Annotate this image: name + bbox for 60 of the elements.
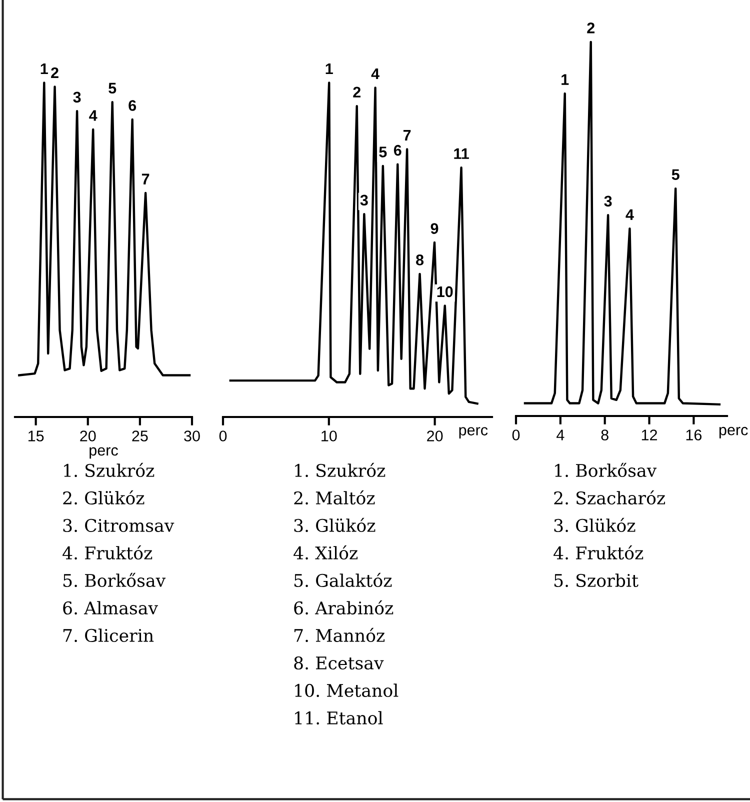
text: 5. Galaktóz (294, 572, 392, 588)
annotation: 5 (379, 146, 387, 158)
text: 4. Fruktóz (62, 545, 152, 560)
annotation: 3 (604, 196, 612, 207)
text: 3. Glükóz (294, 518, 376, 532)
text: 5. Borkősav (63, 572, 166, 588)
x-tick-label: 0 (219, 430, 227, 442)
annotation: 8 (416, 254, 424, 266)
x-axis-title: perc (459, 427, 488, 438)
x-tick-label: 25 (132, 430, 148, 442)
annotation: 3 (360, 194, 368, 206)
text: 1. Szukróz (64, 462, 154, 478)
x-tick-label: 15 (28, 430, 44, 442)
text: 5. Szorbit (554, 574, 638, 588)
text: 7. Mannóz (294, 628, 385, 642)
annotation: 4 (371, 68, 380, 80)
text: 6. Arabinóz (294, 600, 394, 615)
annotation: 5 (108, 82, 116, 94)
text: 4. Fruktóz (554, 545, 644, 560)
annotation: 5 (672, 169, 680, 180)
text: 7. Glicerin (63, 628, 154, 642)
x-tick-label: 20 (80, 430, 96, 442)
annotation: 4 (89, 110, 98, 121)
text: 3. Citromsav (63, 518, 174, 532)
text: 1. Borkősav (555, 462, 657, 478)
annotation: 10 (437, 286, 453, 298)
text: 8. Ecetsav (294, 656, 384, 670)
text: 11. Etanol (295, 711, 383, 725)
x-tick-label: 16 (686, 430, 702, 440)
annotation: 1 (40, 64, 48, 74)
annotation: 2 (353, 86, 360, 98)
x-axis-title: perc (719, 426, 748, 438)
text: 2. Maltóz (294, 490, 375, 505)
x-tick-label: 30 (184, 430, 200, 442)
annotation: 11 (454, 148, 469, 159)
annotation: 2 (51, 67, 58, 78)
text: 2. Glükóz (63, 490, 144, 505)
text: 1. Szukróz (295, 462, 386, 478)
annotation: 9 (430, 223, 438, 234)
text: 6. Almasav (63, 601, 158, 615)
annotation: 4 (626, 209, 634, 220)
x-tick-label: 10 (322, 430, 337, 442)
x-tick-label: 8 (601, 430, 608, 440)
annotation: 6 (128, 100, 136, 111)
annotation: 3 (73, 92, 81, 103)
annotation: 2 (587, 22, 594, 34)
annotation: 6 (394, 144, 402, 156)
text: 4. Xilóz (294, 545, 358, 560)
x-tick-label: 0 (512, 430, 520, 440)
x-tick-label: 20 (427, 430, 443, 442)
x-tick-label: 4 (556, 430, 564, 440)
annotation: 7 (403, 130, 411, 141)
annotation: 7 (142, 174, 150, 184)
text: 2. Szacharóz (554, 490, 665, 505)
x-axis-title: perc (90, 447, 118, 459)
text: 10. Metanol (295, 684, 398, 698)
annotation: 1 (562, 74, 569, 85)
annotation: 1 (326, 64, 333, 74)
x-tick-label: 12 (642, 430, 657, 440)
text: 3. Glükóz (554, 518, 636, 532)
